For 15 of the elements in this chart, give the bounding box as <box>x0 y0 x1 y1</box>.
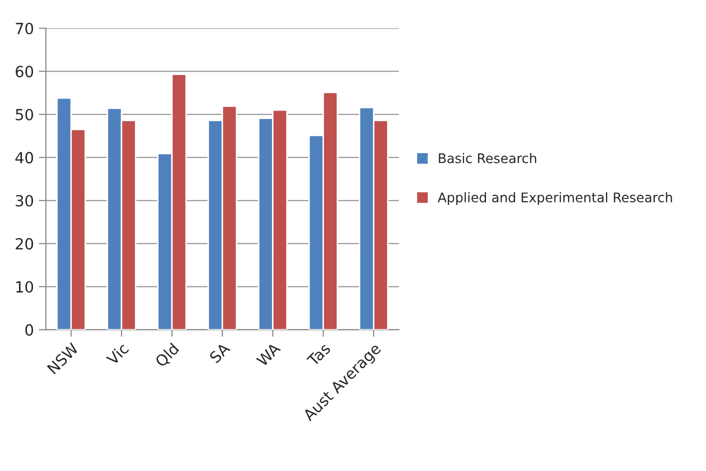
y-tick-label: 30 <box>16 194 34 207</box>
legend-label: Basic Research <box>438 153 536 164</box>
legend-label: Applied and Experimental Research <box>438 192 672 205</box>
x-tick-label: Tas <box>306 342 332 367</box>
x-tick-label: SA <box>208 342 231 364</box>
x-tick-label: Qld <box>154 342 181 369</box>
x-tick-label: Vic <box>106 342 130 366</box>
x-tick-label: WA <box>256 342 281 367</box>
y-tick-label: 50 <box>16 108 34 120</box>
y-tick-label: 60 <box>16 66 34 78</box>
y-tick-label: 0 <box>25 324 34 336</box>
y-tick-label: 70 <box>16 22 34 34</box>
y-tick-label: 40 <box>15 152 34 164</box>
y-tick-label: 20 <box>16 238 34 250</box>
y-tick-label: 10 <box>16 281 34 293</box>
